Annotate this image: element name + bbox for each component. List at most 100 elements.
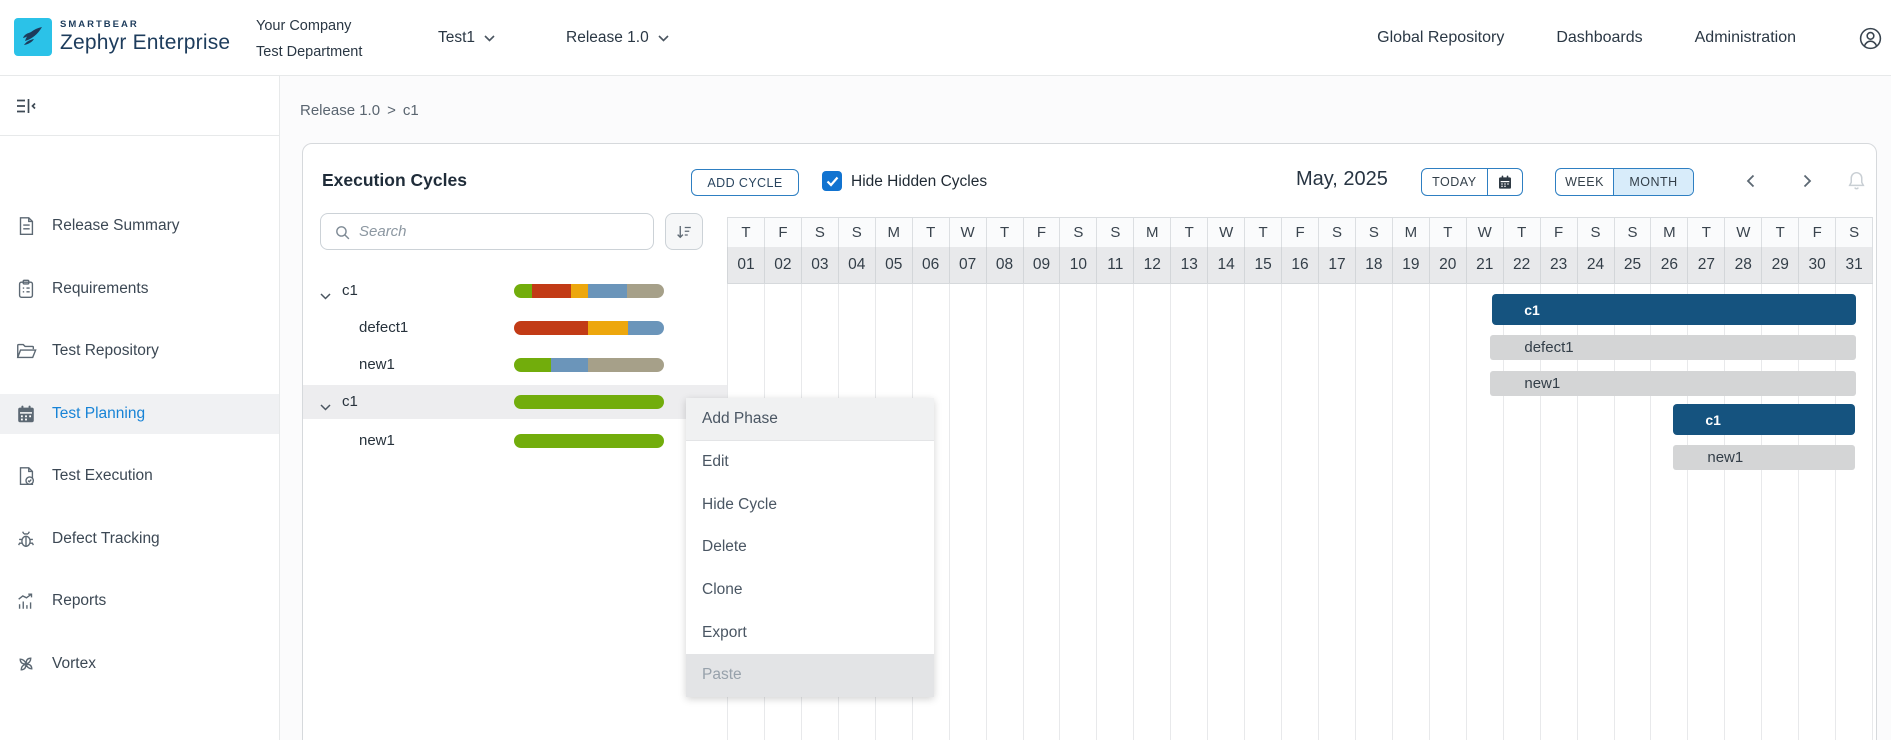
header-link-administration[interactable]: Administration [1694, 29, 1796, 46]
weekday-cell: F [763, 218, 801, 247]
day-column [1835, 284, 1874, 740]
date-cell: 31 [1835, 247, 1874, 283]
status-segment-amber [571, 284, 589, 298]
status-distribution-bar [514, 395, 664, 409]
date-cell: 21 [1465, 247, 1503, 283]
week-view-button[interactable]: WEEK [1565, 175, 1604, 189]
previous-period-button[interactable] [1742, 172, 1762, 192]
menu-item-add-phase[interactable]: Add Phase [686, 398, 934, 441]
sidebar-item-label: Reports [52, 592, 107, 609]
date-cell: 10 [1059, 247, 1096, 283]
release-dropdown[interactable]: Release 1.0 [566, 0, 669, 76]
header-link-global-repository[interactable]: Global Repository [1377, 29, 1505, 46]
cycle-context-menu: Add Phase Edit Hide Cycle Delete Clone Export… [686, 398, 934, 697]
sidebar-item-requirements[interactable]: Requirements [0, 269, 279, 309]
chevron-down-icon [658, 34, 669, 42]
expand-chevron-icon[interactable] [320, 287, 331, 305]
header-link-dashboards[interactable]: Dashboards [1556, 29, 1643, 46]
status-segment-amber [587, 321, 628, 335]
date-picker-button[interactable] [1486, 169, 1522, 195]
date-cell: 01 [727, 247, 764, 283]
sidebar-item-test-repository[interactable]: Test Repository [0, 331, 279, 371]
sort-icon [677, 225, 691, 238]
weekday-cell: S [1835, 218, 1874, 247]
weekday-cell: M [874, 218, 912, 247]
today-button[interactable]: TODAY [1432, 175, 1477, 189]
bell-icon [1848, 171, 1865, 190]
collapse-sidebar-button[interactable] [14, 94, 38, 118]
phase-row-new1[interactable]: new1 [303, 348, 727, 382]
tree-row-label: c1 [342, 282, 358, 299]
month-view-button[interactable]: MONTH [1613, 169, 1693, 195]
status-segment-green [514, 434, 664, 448]
day-column [1613, 284, 1651, 740]
status-segment-blue [628, 321, 664, 335]
bug-icon [15, 528, 37, 550]
date-cell: 24 [1576, 247, 1614, 283]
phase-row-defect1[interactable]: defect1 [303, 311, 727, 345]
page-title: Execution Cycles [322, 170, 467, 190]
status-distribution-bar [514, 284, 664, 298]
gantt-bar-phase-new1[interactable]: new1 [1490, 371, 1857, 396]
sidebar-item-test-planning[interactable]: Test Planning [0, 393, 279, 434]
sidebar-item-reports[interactable]: Reports [0, 581, 279, 621]
sidebar-item-label: Vortex [52, 654, 96, 672]
status-segment-blue [588, 284, 627, 298]
add-cycle-button[interactable]: ADD CYCLE [691, 169, 799, 196]
sidebar-item-vortex[interactable]: Vortex [0, 644, 279, 684]
document-icon [15, 215, 37, 237]
weekday-cell: F [1798, 218, 1835, 247]
project-dropdown[interactable]: Test1 [438, 0, 495, 76]
day-column [1318, 284, 1355, 740]
day-column [1724, 284, 1761, 740]
gantt-bar-phase-new1[interactable]: new1 [1673, 445, 1855, 470]
search-input[interactable] [359, 215, 649, 248]
breadcrumb-item-c1[interactable]: c1 [402, 102, 419, 119]
gantt-bar-label: new1 [1707, 449, 1744, 466]
weekday-cell: W [1465, 218, 1503, 247]
expand-chevron-icon[interactable] [320, 398, 331, 416]
user-account-button[interactable] [1858, 26, 1883, 51]
chevron-left-icon [1746, 174, 1755, 188]
gantt-bar-cycle-c1[interactable]: c1 [1673, 404, 1855, 435]
day-column [1207, 284, 1244, 740]
sidebar-item-test-execution[interactable]: Test Execution [0, 456, 279, 496]
gantt-bar-cycle-c1[interactable]: c1 [1492, 294, 1857, 325]
notifications-button[interactable] [1846, 169, 1868, 193]
menu-item-clone[interactable]: Clone [702, 581, 743, 599]
sidebar-item-label: Test Planning [52, 404, 146, 422]
day-column [1022, 284, 1060, 740]
date-cell: 12 [1133, 247, 1170, 283]
breadcrumb-item-release-1-0[interactable]: Release 1.0 [300, 102, 381, 119]
hide-hidden-cycles-label: Hide Hidden Cycles [851, 173, 988, 190]
day-column [1761, 284, 1798, 740]
smartbear-logo[interactable] [14, 18, 52, 56]
menu-item-delete[interactable]: Delete [702, 538, 747, 556]
cycle-row-c1[interactable]: c1 [303, 274, 727, 308]
menu-item-export[interactable]: Export [702, 623, 747, 641]
day-column [1244, 284, 1281, 740]
weekday-cell: S [1354, 218, 1392, 247]
gantt-bar-label: c1 [1705, 411, 1721, 428]
day-column [1133, 284, 1170, 740]
weekday-cell: S [837, 218, 875, 247]
date-cell: 06 [911, 247, 949, 283]
menu-item-hide-cycle[interactable]: Hide Cycle [702, 495, 777, 513]
weekday-cell: T [1687, 218, 1724, 247]
phase-row-new1[interactable]: new1 [303, 424, 727, 458]
sidebar-item-release-summary[interactable]: Release Summary [0, 206, 279, 246]
hide-hidden-cycles-checkbox[interactable] [822, 171, 842, 191]
day-column [1465, 284, 1503, 740]
menu-item-edit[interactable]: Edit [702, 453, 729, 471]
company-block: Your Company Test Department [256, 13, 362, 65]
gantt-bar-phase-defect1[interactable]: defect1 [1490, 335, 1857, 360]
sidebar-item-label: Requirements [52, 279, 149, 297]
menu-item-paste: Paste [686, 654, 934, 697]
search-icon [336, 226, 350, 240]
status-segment-red [514, 321, 588, 335]
next-period-button[interactable] [1798, 172, 1818, 192]
status-segment-red [532, 284, 571, 298]
sidebar-item-defect-tracking[interactable]: Defect Tracking [0, 519, 279, 559]
cycle-row-c1[interactable]: c1 [303, 385, 727, 419]
sort-button[interactable] [665, 213, 703, 250]
